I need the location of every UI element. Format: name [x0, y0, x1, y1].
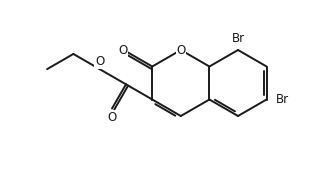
Text: Br: Br — [276, 93, 289, 106]
Text: O: O — [176, 43, 185, 56]
Text: O: O — [95, 55, 104, 68]
Text: O: O — [107, 111, 117, 124]
Text: O: O — [118, 44, 128, 57]
Text: Br: Br — [232, 33, 245, 46]
